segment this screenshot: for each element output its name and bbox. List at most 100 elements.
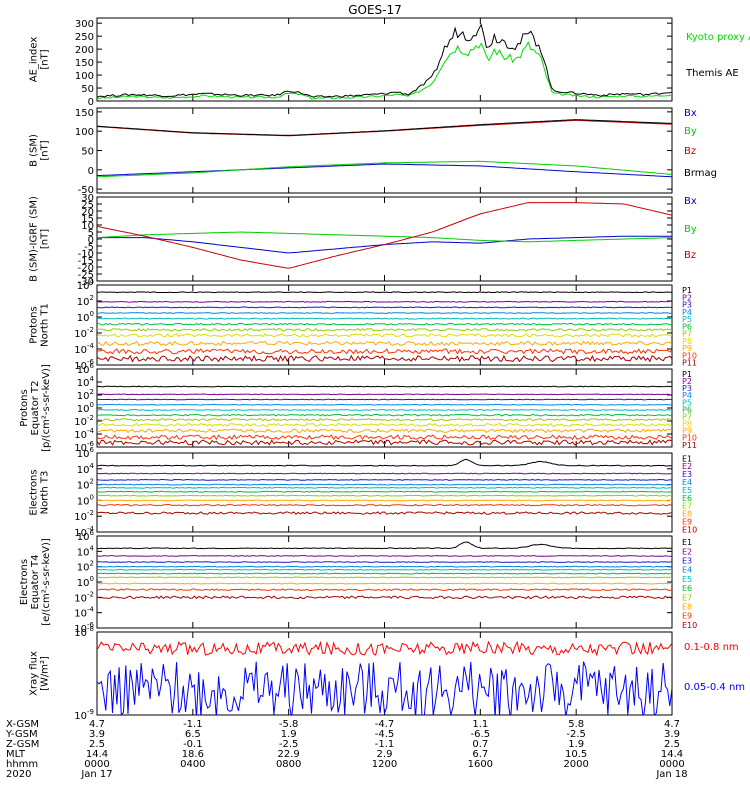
x-row-label: Y-GSM — [5, 729, 38, 740]
legend-label: E8 — [682, 602, 692, 611]
y-tick-label: 10-2 — [74, 590, 94, 604]
y-tick-label: 10-2 — [74, 414, 94, 428]
legend-label: Bz — [684, 146, 696, 157]
x-tick-label: -4.5 — [375, 729, 395, 740]
legend-label: P10 — [682, 434, 697, 443]
legend-label: E2 — [682, 547, 692, 556]
legend-label: P11 — [682, 441, 697, 450]
x-row-label: MLT — [6, 749, 26, 760]
legend-label: 0.1-0.8 nm — [684, 642, 739, 653]
series-line — [97, 418, 672, 422]
y-tick-label: 100 — [75, 71, 94, 82]
x-tick-label: Jan 17 — [80, 769, 112, 780]
y-axis-label: [e/(cm²-s-sr-keV)] — [41, 538, 52, 626]
y-tick-label: 25 — [81, 200, 94, 211]
series-group — [97, 385, 672, 446]
y-tick-label: 20 — [81, 207, 94, 218]
x-tick-label: 10.5 — [565, 749, 587, 760]
x-tick-label: 3.9 — [89, 729, 105, 740]
series-group — [97, 202, 672, 269]
y-tick-label: 250 — [75, 32, 94, 43]
y-tick-label: 50 — [81, 84, 94, 95]
y-axis-label: [nT] — [40, 140, 51, 160]
x-row-label: X-GSM — [6, 719, 39, 730]
series-line — [97, 572, 672, 575]
y-tick-label: 106 — [77, 446, 95, 460]
x-tick-label: 5.8 — [568, 719, 584, 730]
legend-label: E9 — [682, 518, 692, 527]
x-tick-label: 0000 — [84, 759, 109, 770]
x-tick-label: 22.9 — [278, 749, 300, 760]
series-line — [97, 422, 672, 427]
series-line — [97, 23, 672, 98]
y-tick-label: 106 — [77, 529, 95, 543]
series-line — [97, 588, 672, 592]
series-line — [97, 317, 672, 320]
legend-label: P8 — [682, 337, 692, 346]
legend-label: P4 — [682, 391, 692, 400]
x-tick-label: 3.9 — [664, 729, 680, 740]
y-tick-label: 10-2 — [74, 509, 94, 523]
y-tick-label: 104 — [77, 462, 95, 476]
series-line — [97, 408, 672, 411]
series-line — [97, 439, 672, 446]
series-line — [97, 486, 672, 489]
legend-label: P3 — [682, 301, 692, 310]
x-tick-label: 2.9 — [377, 749, 393, 760]
x-tick-label: 1.1 — [472, 719, 488, 730]
y-tick-label: 10-2 — [74, 326, 94, 340]
series-line — [97, 472, 672, 475]
legend-label: P5 — [682, 315, 692, 324]
series-line — [97, 322, 672, 326]
x-tick-label: 1.9 — [568, 739, 584, 750]
x-tick-label: 0.7 — [472, 739, 488, 750]
y-tick-label: 10-4 — [74, 606, 94, 620]
series-line — [97, 568, 672, 571]
legend-label: Bx — [684, 108, 697, 119]
legend-label: P2 — [682, 377, 692, 386]
y-tick-label: -10 — [78, 249, 94, 260]
x-tick-label: 6.7 — [472, 749, 488, 760]
legend-label: By — [684, 126, 697, 137]
series-group — [97, 291, 672, 363]
figure-title: GOES-17 — [348, 3, 402, 17]
x-tick-label: -1.1 — [183, 719, 203, 730]
y-tick-label: 106 — [77, 362, 95, 376]
y-tick-label: 0 — [88, 97, 94, 108]
legend-label: P4 — [682, 308, 692, 317]
series-line — [97, 340, 672, 347]
y-tick-label: 15 — [81, 214, 94, 225]
legend-label: P1 — [682, 370, 692, 379]
legend-label: P1 — [682, 286, 692, 295]
y-axis-label: [nT] — [40, 229, 51, 249]
series-line — [97, 499, 672, 502]
series-line — [97, 561, 672, 563]
y-tick-label: 5 — [88, 228, 94, 239]
series-line — [97, 291, 672, 294]
y-tick-label: 150 — [75, 108, 94, 119]
y-tick-label: 102 — [77, 478, 94, 492]
y-axis-label: Protons — [19, 389, 30, 426]
x-tick-label: 2.5 — [664, 739, 680, 750]
legend-label: P9 — [682, 427, 692, 436]
y-tick-label: 104 — [77, 278, 95, 292]
y-axis-label: Electrons — [29, 469, 40, 515]
series-line — [97, 119, 672, 137]
x-tick-label: 1200 — [372, 759, 397, 770]
series-line — [97, 478, 672, 481]
legend-label: E8 — [682, 510, 692, 519]
series-group — [97, 119, 672, 178]
series-line — [97, 595, 672, 600]
legend-label: P6 — [682, 322, 692, 331]
legend-label: E4 — [682, 566, 692, 575]
y-axis-label: Xray flux — [29, 651, 40, 696]
y-tick-label: 10-8 — [74, 625, 94, 639]
series-line — [97, 160, 672, 178]
y-tick-label: 10-4 — [74, 427, 94, 441]
series-line — [97, 398, 672, 401]
panel-frame — [96, 17, 673, 102]
series-line — [97, 328, 672, 332]
x-tick-label: 6.5 — [185, 729, 201, 740]
